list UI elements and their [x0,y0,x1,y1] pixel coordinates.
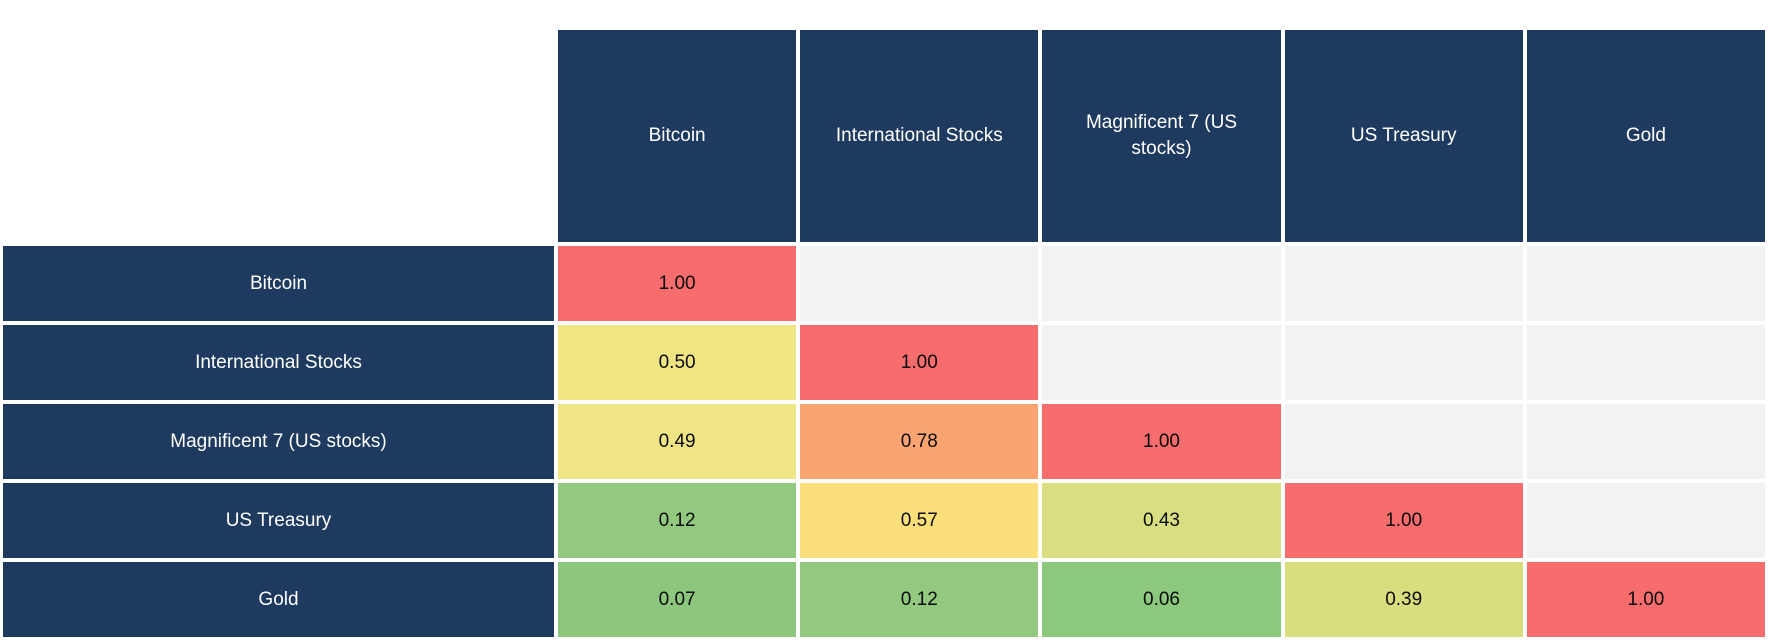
value-cell-gold-bitcoin: 0.07 [558,562,797,637]
empty-cell-us-treasury-gold [1526,483,1765,558]
row-header-us-treasury: US Treasury [3,483,554,558]
value-cell-gold-international-stocks: 0.12 [800,562,1039,637]
row-header-bitcoin: Bitcoin [3,246,554,321]
row-header-international-stocks: International Stocks [3,325,554,400]
value-cell-international-stocks-international-stocks: 1.00 [800,325,1039,400]
column-header-bitcoin: Bitcoin [558,30,797,242]
empty-cell-bitcoin-international-stocks [800,246,1039,321]
empty-cell-bitcoin-gold [1526,246,1765,321]
column-header-gold: Gold [1526,30,1765,242]
value-cell-magnificent-7-us-stocks-bitcoin: 0.49 [558,404,797,479]
corner-cell [3,30,554,242]
column-header-international-stocks: International Stocks [800,30,1039,242]
value-cell-international-stocks-bitcoin: 0.50 [558,325,797,400]
empty-cell-international-stocks-us-treasury [1284,325,1523,400]
value-cell-us-treasury-us-treasury: 1.00 [1284,483,1523,558]
value-cell-gold-us-treasury: 0.39 [1284,562,1523,637]
row-header-gold: Gold [3,562,554,637]
value-cell-magnificent-7-us-stocks-international-stocks: 0.78 [800,404,1039,479]
empty-cell-bitcoin-us-treasury [1284,246,1523,321]
empty-cell-magnificent-7-us-stocks-us-treasury [1284,404,1523,479]
value-cell-gold-gold: 1.00 [1526,562,1765,637]
value-cell-gold-magnificent-7-us-stocks: 0.06 [1042,562,1281,637]
value-cell-us-treasury-magnificent-7-us-stocks: 0.43 [1042,483,1281,558]
value-cell-us-treasury-bitcoin: 0.12 [558,483,797,558]
value-cell-magnificent-7-us-stocks-magnificent-7-us-stocks: 1.00 [1042,404,1281,479]
value-cell-bitcoin-bitcoin: 1.00 [558,246,797,321]
empty-cell-international-stocks-magnificent-7-us-stocks [1042,325,1281,400]
column-header-magnificent-7-us-stocks: Magnificent 7 (US stocks) [1042,30,1281,242]
row-header-magnificent-7-us-stocks: Magnificent 7 (US stocks) [3,404,554,479]
column-header-us-treasury: US Treasury [1284,30,1523,242]
value-cell-us-treasury-international-stocks: 0.57 [800,483,1039,558]
empty-cell-magnificent-7-us-stocks-gold [1526,404,1765,479]
empty-cell-bitcoin-magnificent-7-us-stocks [1042,246,1281,321]
empty-cell-international-stocks-gold [1526,325,1765,400]
